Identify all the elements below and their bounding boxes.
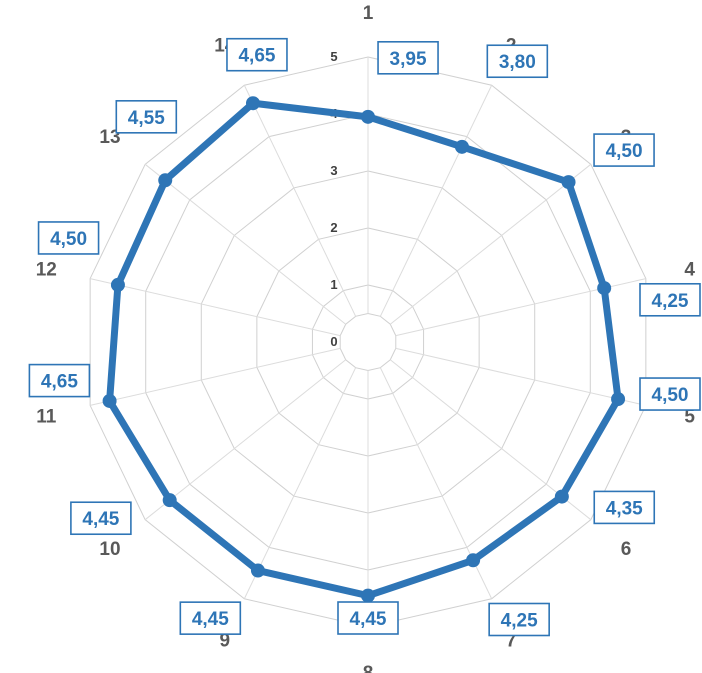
value-label-text: 4,25: [501, 610, 538, 631]
category-label-10: 10: [99, 539, 120, 560]
value-label-box: [639, 282, 701, 317]
data-point-14: [245, 96, 260, 111]
value-label-8: 4,45: [337, 601, 399, 635]
category-label-13: 13: [99, 127, 120, 148]
value-label-text: 4,50: [652, 385, 689, 406]
grid-spoke-9: [243, 367, 357, 599]
grid-ring-0: [339, 312, 397, 372]
category-label-5: 5: [684, 406, 695, 427]
value-label-box: [639, 377, 701, 411]
value-label-box: [593, 133, 655, 167]
category-label-7: 7: [506, 630, 517, 651]
value-label-text: 3,95: [390, 49, 427, 70]
value-label-13: 4,55: [115, 100, 178, 134]
series-layer: [102, 96, 626, 603]
grid-spoke-2: [379, 85, 493, 317]
data-point-1: [361, 109, 375, 124]
value-label-14: 4,65: [226, 37, 288, 72]
radial-tick-label: 1: [330, 277, 337, 292]
data-point-6: [554, 489, 569, 504]
value-label-text: 4,45: [192, 609, 229, 630]
value-label-3: 4,50: [593, 133, 655, 167]
value-label-box: [486, 44, 549, 79]
value-label-10: 4,45: [70, 501, 132, 536]
value-label-box: [593, 490, 656, 525]
category-label-4: 4: [684, 260, 695, 281]
category-label-1: 1: [363, 3, 374, 24]
category-label-6: 6: [621, 539, 632, 560]
radial-tick-label: 2: [330, 220, 337, 235]
data-point-10: [162, 493, 177, 508]
value-label-text: 4,55: [128, 108, 165, 129]
value-label-2: 3,80: [486, 44, 549, 79]
grid-spoke-13: [144, 163, 347, 325]
value-label-text: 4,50: [606, 141, 643, 162]
value-label-box: [28, 363, 91, 398]
category-label-11: 11: [36, 406, 57, 427]
value-label-9: 4,45: [179, 601, 242, 635]
value-label-text: 4,50: [50, 229, 87, 250]
value-label-12: 4,50: [37, 221, 100, 255]
grid-spoke-14: [243, 85, 357, 317]
value-label-4: 4,25: [639, 282, 701, 317]
value-label-1: 3,95: [377, 41, 439, 75]
value-label-box: [115, 100, 178, 134]
data-point-9: [250, 563, 265, 578]
value-label-7: 4,25: [488, 602, 550, 637]
value-label-text: 4,45: [350, 609, 387, 630]
data-point-11: [102, 393, 117, 408]
radial-tick-label: 0: [330, 334, 337, 349]
category-label-8: 8: [363, 663, 374, 673]
value-label-box: [37, 221, 100, 255]
grid-spoke-11: [90, 347, 341, 406]
value-label-box: [488, 602, 550, 637]
category-label-12: 12: [36, 260, 57, 281]
value-label-text: 4,65: [41, 372, 78, 393]
grid-spoke-5: [395, 347, 646, 406]
value-label-text: 4,35: [606, 498, 643, 519]
value-label-11: 4,65: [28, 363, 91, 398]
data-point-7: [466, 553, 481, 568]
data-point-5: [611, 392, 626, 407]
series-line: [106, 99, 622, 600]
value-label-text: 4,65: [238, 46, 275, 67]
radial-tick-label: 3: [330, 163, 337, 178]
data-point-3: [561, 175, 576, 190]
data-point-12: [110, 277, 125, 292]
value-labels: 3,95 3,80 4,50 4,25 4,50 4,35 4,25 4,45 4,45 4,45…: [28, 37, 701, 637]
value-label-box: [377, 41, 439, 75]
radial-tick-label: 5: [330, 49, 337, 64]
value-label-text: 4,25: [652, 291, 689, 312]
data-point-8: [361, 588, 375, 603]
data-point-2: [454, 139, 469, 154]
value-label-box: [70, 501, 132, 536]
grid-spoke-12: [90, 278, 341, 337]
category-label-9: 9: [220, 630, 231, 651]
grid-spoke-3: [389, 163, 592, 325]
value-label-box: [179, 601, 242, 635]
value-label-box: [226, 37, 288, 72]
grid-spoke-10: [144, 359, 347, 521]
value-label-text: 3,80: [499, 52, 536, 73]
data-point-4: [597, 281, 612, 296]
radar-grid: [89, 56, 647, 628]
value-label-5: 4,50: [639, 377, 701, 411]
value-label-text: 4,45: [82, 509, 119, 530]
value-label-6: 4,35: [593, 490, 656, 525]
value-label-box: [337, 601, 399, 635]
data-point-13: [158, 173, 173, 188]
